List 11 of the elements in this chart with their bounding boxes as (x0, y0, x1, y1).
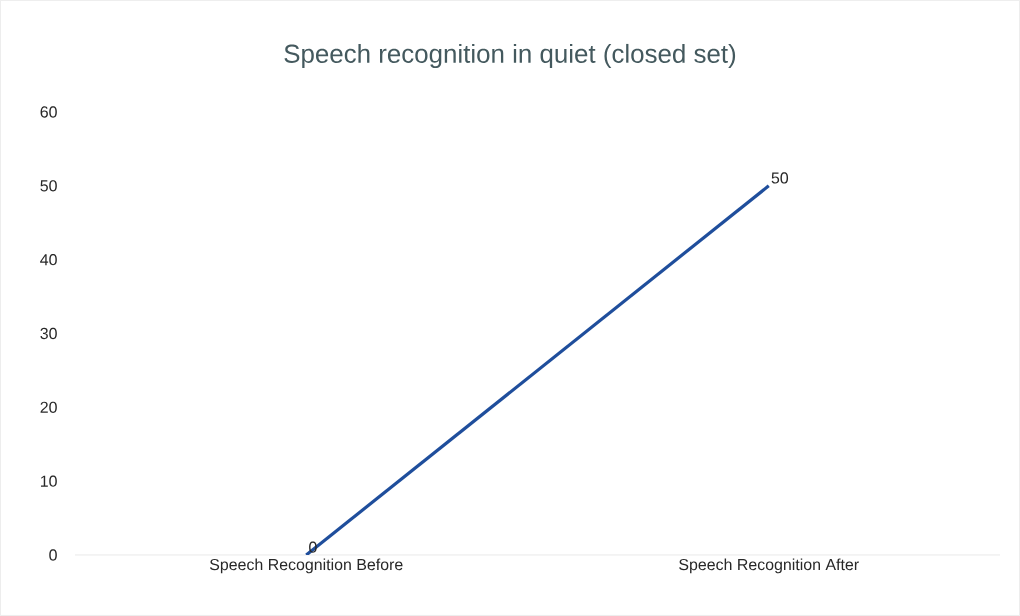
y-tick-label: 20 (40, 401, 57, 413)
chart-title: Speech recognition in quiet (closed set) (284, 43, 736, 69)
y-tick-label: 50 (40, 180, 57, 192)
x-tick-label: Speech Recognition After (679, 558, 859, 574)
y-tick-label: 60 (40, 106, 57, 118)
y-tick-label: 10 (40, 475, 57, 487)
y-tick-label: 40 (40, 254, 57, 266)
y-tick-label: 0 (49, 549, 57, 561)
x-tick-label: Speech Recognition Before (209, 558, 403, 574)
y-tick-label: 30 (40, 327, 57, 340)
data-label: 50 (771, 172, 789, 184)
